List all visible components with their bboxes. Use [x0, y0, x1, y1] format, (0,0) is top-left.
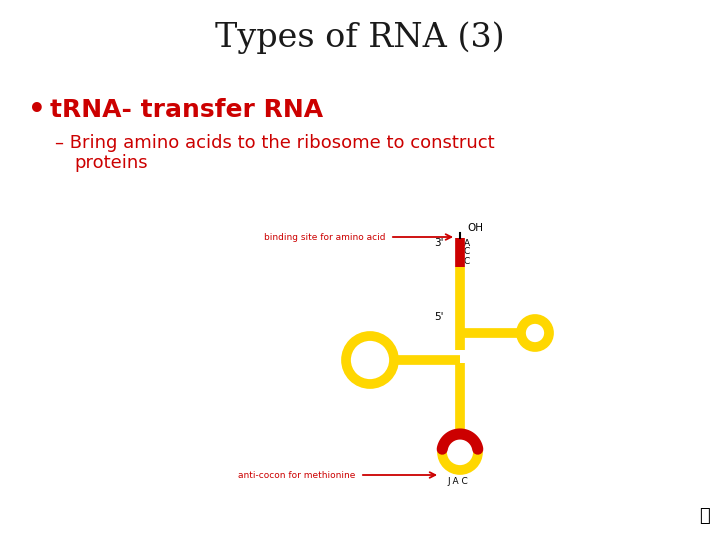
- Text: 5': 5': [434, 312, 444, 322]
- Text: A: A: [464, 239, 470, 247]
- Text: proteins: proteins: [74, 154, 148, 172]
- Text: Types of RNA (3): Types of RNA (3): [215, 22, 505, 55]
- Text: C: C: [464, 247, 470, 256]
- Text: tRNA- transfer RNA: tRNA- transfer RNA: [50, 98, 323, 122]
- Text: C: C: [464, 256, 470, 266]
- Text: J A C: J A C: [448, 477, 469, 486]
- Text: – Bring amino acids to the ribosome to construct: – Bring amino acids to the ribosome to c…: [55, 134, 495, 152]
- Text: OH: OH: [467, 223, 483, 233]
- Text: 3': 3': [434, 238, 444, 248]
- Text: •: •: [28, 96, 46, 124]
- Text: 🐸: 🐸: [699, 507, 710, 525]
- Text: binding site for amino acid: binding site for amino acid: [264, 233, 385, 241]
- Text: anti-cocon for methionine: anti-cocon for methionine: [238, 470, 355, 480]
